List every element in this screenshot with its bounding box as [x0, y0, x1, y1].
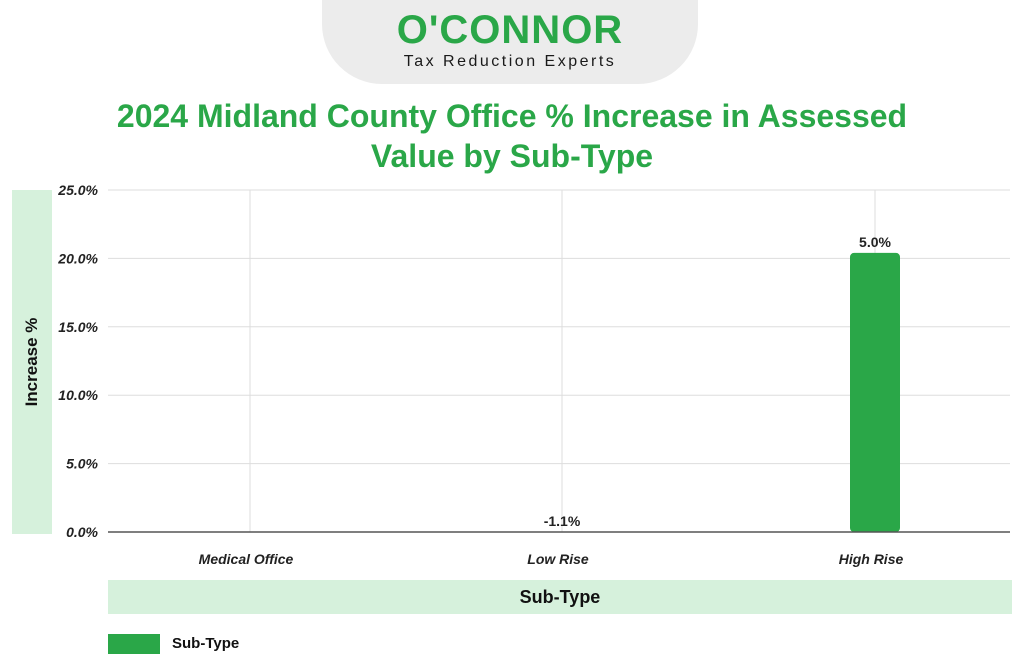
x-tick-label: Low Rise [527, 551, 589, 567]
logo-tagline: Tax Reduction Experts [403, 53, 617, 70]
y-tick-label: 5.0% [66, 456, 98, 472]
x-tick-label: Medical Office [199, 551, 294, 567]
data-label: -1.1% [544, 513, 581, 529]
y-tick-label: 20.0% [57, 250, 98, 266]
x-axis-label: Sub-Type [108, 580, 1012, 614]
y-tick-label: 15.0% [58, 319, 98, 335]
y-tick-label: 10.0% [58, 387, 98, 403]
legend-label: Sub-Type [172, 635, 240, 652]
y-tick-label: 0.0% [66, 524, 98, 540]
y-axis-band [12, 190, 52, 534]
logo-tab: O'CONNOR Tax Reduction Experts [322, 0, 698, 84]
data-label: 5.0% [859, 234, 891, 250]
legend-swatch [108, 634, 160, 654]
logo-brand: O'CONNOR [396, 8, 624, 52]
y-tick-label: 25.0% [57, 182, 98, 198]
bar-high-rise [850, 252, 900, 533]
x-tick-label: High Rise [839, 551, 904, 567]
chart-title: 2024 Midland County Office % Increase in… [116, 98, 908, 174]
